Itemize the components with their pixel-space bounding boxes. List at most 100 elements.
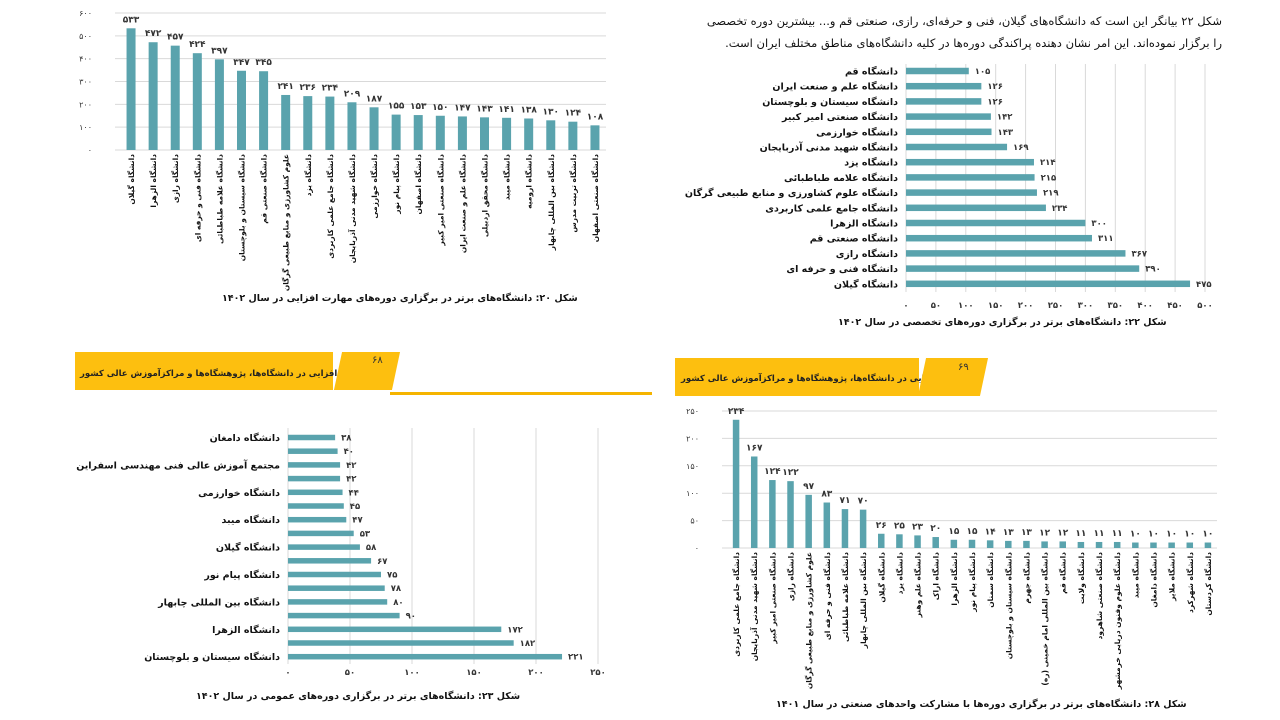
category-label: دانشگاه پیام نور bbox=[392, 154, 401, 215]
data-label: ۳۴۵ bbox=[255, 58, 272, 68]
category-label: دانشگاه فنی و حرفه ای bbox=[786, 263, 898, 275]
data-label: ۱۸۷ bbox=[366, 94, 383, 104]
category-label: دانشگاه محقق اردبیلی bbox=[481, 154, 490, 237]
data-label: ۴۵۷ bbox=[167, 33, 184, 43]
category-label: دانشگاه گیلان bbox=[127, 154, 136, 205]
data-label: ۱۴۱ bbox=[498, 105, 514, 115]
data-label: ۱۵۰ bbox=[432, 103, 448, 113]
page-header-banner bbox=[75, 352, 333, 390]
bar bbox=[1132, 542, 1139, 548]
bar bbox=[288, 653, 563, 660]
bar bbox=[906, 98, 982, 105]
bar bbox=[288, 489, 343, 496]
page-number: ۶۹ bbox=[958, 362, 969, 373]
category-label: دانشگاه اصفهان bbox=[414, 154, 423, 215]
bar bbox=[906, 189, 1037, 196]
bar bbox=[288, 434, 336, 441]
category-label: دانشگاه علوم وفنون دریایی خرمشهر bbox=[1113, 552, 1122, 690]
category-label: دانشگاه بین المللی چابهار bbox=[547, 154, 556, 251]
data-label: ۱۴۲ bbox=[997, 113, 1013, 123]
bar bbox=[1077, 541, 1085, 548]
banner-title: مهارت‌افزایی در دانشگاه‌ها، پژوهشگاه‌ها … bbox=[681, 374, 966, 384]
data-label: ۵۳۳ bbox=[123, 15, 140, 25]
category-label: دانشگاه الزهرا bbox=[950, 552, 959, 606]
data-label: ۱۳ bbox=[1021, 528, 1032, 538]
bar bbox=[805, 494, 812, 548]
bar bbox=[214, 59, 224, 150]
data-label: ۱۲۴ bbox=[565, 109, 582, 119]
category-label: دانشگاه صنعتی امیر کبیر bbox=[768, 552, 777, 645]
bar bbox=[568, 121, 578, 150]
data-label: ۴۵ bbox=[350, 502, 360, 512]
category-label: دانشگاه شهید مدنی آذربایجان bbox=[749, 552, 759, 661]
category-label: دانشگاه علامه طباطبائی bbox=[215, 154, 224, 244]
y-tick-label: ۲۰۰ bbox=[79, 100, 92, 109]
data-label: ۱۶۹ bbox=[1013, 143, 1029, 153]
bar bbox=[986, 540, 994, 548]
category-label: دانشگاه ولایت bbox=[1077, 552, 1086, 604]
x-tick-label: ۱۰۰ bbox=[958, 301, 974, 311]
bar bbox=[480, 117, 489, 150]
bar bbox=[732, 419, 740, 548]
category-label: دانشگاه دامغان bbox=[210, 432, 281, 444]
bar bbox=[787, 481, 794, 548]
category-label: دانشگاه بین المللی چابهار bbox=[859, 552, 868, 649]
data-label: ۲۱۹ bbox=[1043, 189, 1059, 199]
data-label: ۲۵ bbox=[894, 521, 905, 531]
x-tick-label: ۲۰۰ bbox=[1018, 301, 1034, 311]
x-tick-label: ۲۵۰ bbox=[1048, 301, 1064, 311]
data-label: ۱۸۲ bbox=[520, 639, 536, 649]
bar bbox=[1005, 540, 1012, 548]
data-label: ۲۳۴ bbox=[728, 407, 745, 417]
bar bbox=[435, 115, 445, 150]
category-label: دانشگاه سیستان و بلوچستان bbox=[1004, 552, 1013, 659]
data-label: ۸۳ bbox=[821, 490, 832, 500]
bar bbox=[347, 102, 357, 150]
category-label: دانشگاه گیلان bbox=[877, 552, 886, 603]
category-label: دانشگاه قم bbox=[845, 66, 898, 78]
bar bbox=[1113, 541, 1121, 548]
data-label: ۳۰۰ bbox=[1091, 219, 1107, 229]
category-label: دانشگاه رازی bbox=[836, 248, 898, 260]
category-label: دانشگاه رازی bbox=[171, 154, 180, 203]
category-label: دانشگاه فنی و حرفه ای bbox=[823, 552, 832, 640]
data-label: ۷۰ bbox=[858, 497, 869, 507]
category-label: دانشگاه جامع علمی کاربردی bbox=[732, 552, 741, 657]
data-label: ۱۳ bbox=[1003, 528, 1014, 538]
y-tick-label: ۱۰۰ bbox=[686, 489, 699, 498]
bar bbox=[906, 174, 1035, 181]
category-label: دانشگاه علم و صنعت ایران bbox=[458, 154, 467, 253]
data-label: ۴۲ bbox=[346, 461, 357, 471]
category-label: دانشگاه علوم کشاورزی و منابع طبیعی گرگان bbox=[685, 187, 898, 199]
bar bbox=[288, 530, 354, 537]
data-label: ۱۴۳ bbox=[476, 104, 493, 114]
data-label: ۲۰ bbox=[930, 524, 941, 534]
y-tick-label: ۳۰۰ bbox=[79, 78, 92, 87]
y-tick-label: ۲۵۰ bbox=[686, 407, 699, 416]
category-label: دانشگاه جامع علمی کاربردی bbox=[765, 202, 898, 214]
data-label: ۳۱۱ bbox=[1098, 234, 1114, 244]
data-label: ۹۷ bbox=[803, 482, 814, 492]
chart-caption: شکل ۲۰: دانشگاه‌های برتر در برگزاری دوره… bbox=[222, 293, 578, 304]
page-number-box bbox=[917, 358, 989, 396]
category-label: دانشگاه جهرم bbox=[1022, 552, 1031, 604]
bar bbox=[391, 114, 401, 150]
data-label: ۱۰ bbox=[1166, 530, 1177, 540]
category-label: علوم کشاورزی و منابع طبیعی گرگان bbox=[805, 552, 814, 689]
data-label: ۱۲ bbox=[1039, 528, 1050, 538]
data-label: ۴۷۵ bbox=[1196, 280, 1212, 290]
data-label: ۲۰۹ bbox=[344, 89, 361, 99]
bar bbox=[769, 480, 776, 548]
bar bbox=[859, 509, 867, 548]
y-tick-label: ۰ bbox=[88, 146, 92, 155]
bar bbox=[1023, 540, 1030, 548]
bar bbox=[950, 539, 958, 548]
category-label: دانشگاه تربیت مدرس bbox=[569, 154, 578, 233]
y-tick-label: ۱۵۰ bbox=[686, 462, 699, 471]
bar bbox=[932, 537, 939, 548]
data-label: ۴۴ bbox=[349, 488, 359, 498]
bar bbox=[288, 599, 388, 605]
bar bbox=[502, 117, 512, 150]
category-label: دانشگاه شهید مدنی آذربایجان bbox=[347, 154, 357, 263]
bar bbox=[288, 503, 344, 509]
